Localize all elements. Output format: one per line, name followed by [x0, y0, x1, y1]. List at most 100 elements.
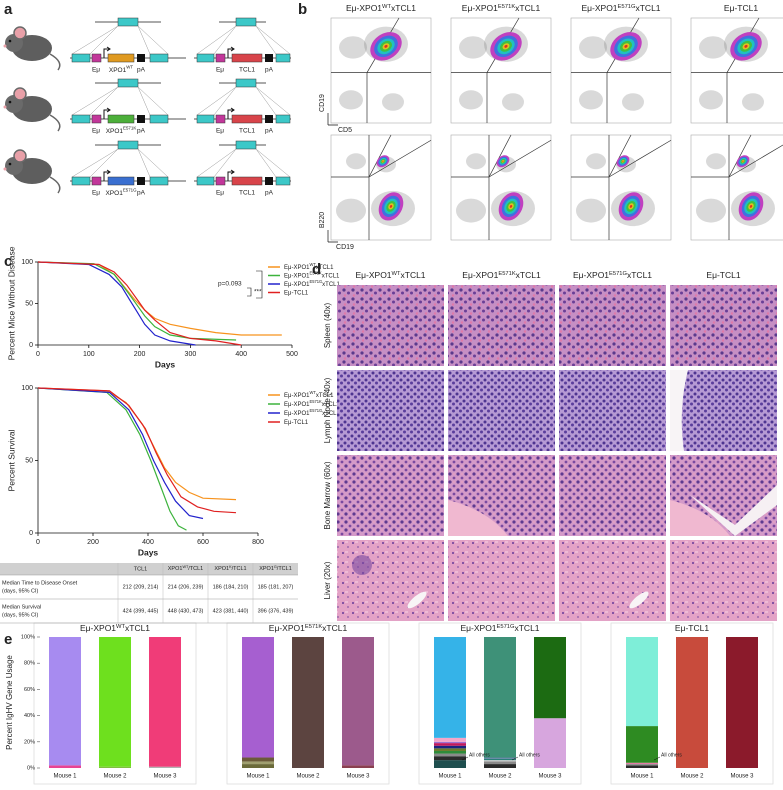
construct-label: pA	[265, 67, 274, 74]
bar-segment	[242, 764, 274, 768]
bar-segment	[149, 637, 181, 767]
label-text: xTCL1	[125, 623, 150, 633]
targeting-line	[196, 86, 237, 116]
targeting-line	[255, 148, 277, 178]
table-row-label: (days, 95% CI)	[2, 612, 39, 618]
construct-label: Eμ	[92, 190, 100, 197]
x-tick-label: Mouse 3	[346, 774, 370, 780]
label-superscript: G	[274, 565, 277, 569]
homology-box	[117, 78, 139, 88]
polya-box	[137, 115, 145, 123]
chart-frame	[418, 622, 582, 785]
x-axis-label: Days	[155, 359, 176, 369]
event-cloud	[696, 198, 726, 223]
targeting-line	[255, 25, 291, 55]
table-header: XPO1WT/TCL1	[168, 565, 203, 572]
bar-segment	[484, 637, 516, 758]
mouse-tail	[49, 176, 61, 194]
mouse-nose	[3, 44, 7, 48]
row-label: Liver (20x)	[323, 561, 332, 599]
gene-box	[231, 114, 263, 124]
targeting-line	[213, 148, 237, 178]
y-tick-label: 100	[21, 259, 33, 266]
column-title: Eμ-TCL1	[706, 270, 740, 280]
label-text: /TCL1	[232, 566, 247, 572]
density-contour	[389, 204, 393, 208]
label-text: xTCL1	[635, 3, 660, 13]
chart-title: Eμ-XPO1E571GxTCL1	[460, 623, 539, 633]
construct-label: pA	[137, 128, 146, 135]
homology-box	[196, 176, 215, 186]
x-tick-label: Mouse 3	[538, 774, 562, 780]
promoter-box	[91, 176, 102, 186]
axis-arrow	[327, 113, 338, 126]
y-tick-label: 60%	[24, 687, 35, 693]
event-cloud	[576, 198, 606, 223]
label-superscript: WT	[116, 624, 125, 630]
label-text: Eμ-XPO1	[355, 270, 391, 280]
label-text: xTCL1	[515, 3, 540, 13]
panel-label: e	[4, 631, 12, 648]
label-text: Eμ-XPO1	[284, 393, 310, 399]
label-text: Eμ-XPO1	[284, 265, 310, 271]
targeting-line	[255, 25, 277, 55]
panel-label: a	[4, 1, 13, 18]
label-superscript: WT	[392, 271, 401, 277]
bar-segment	[484, 764, 516, 768]
density-contour	[629, 204, 633, 208]
mouse-nose	[3, 105, 7, 109]
row-label: Bone Marrow (60x)	[323, 461, 332, 529]
bar-segment	[434, 741, 466, 744]
panel-label: b	[298, 1, 307, 18]
label-text: xTCL1	[322, 273, 340, 279]
x-tick-label: Mouse 1	[438, 774, 462, 780]
table-cell: 424 (399, 445)	[123, 608, 159, 614]
chart-title: Eμ-TCL1	[675, 623, 709, 633]
survival-curve	[37, 387, 237, 514]
label-text: Eμ-TCL1	[724, 3, 758, 13]
label-superscript: E571G	[618, 4, 636, 10]
label-text: Eμ-TCL1	[284, 420, 309, 426]
bar-segment	[342, 765, 374, 768]
mouse-ear	[13, 26, 27, 40]
panel-label: c	[4, 253, 12, 270]
homology-box	[235, 78, 257, 88]
mouse-tail	[49, 53, 61, 71]
label-text: Eμ-TCL1	[284, 290, 309, 296]
gate-line	[488, 139, 552, 178]
infiltrate	[352, 555, 372, 575]
table-header: XPO1G/TCL1	[259, 565, 292, 572]
homology-box	[235, 140, 257, 150]
homology-box	[71, 176, 91, 186]
flow-plot	[330, 134, 432, 241]
bar-segment	[99, 637, 131, 767]
chart-frame	[226, 622, 390, 785]
event-cloud	[699, 90, 723, 110]
bar-segment	[292, 637, 324, 768]
bar-segment	[626, 765, 658, 768]
mouse-ear	[13, 87, 27, 101]
tss-arrow	[227, 46, 235, 58]
targeting-line	[89, 25, 119, 55]
event-cloud	[382, 93, 404, 111]
label-text: /TCL1	[188, 566, 203, 572]
label-text: Eμ-XPO1	[284, 411, 310, 417]
event-cloud	[706, 153, 726, 170]
mouse-eye	[8, 100, 12, 104]
event-cloud	[459, 36, 487, 59]
homology-box	[275, 53, 291, 63]
homology-box	[117, 140, 139, 150]
column-title: Eμ-XPO1E571GxTCL1	[573, 270, 652, 280]
label-text: Eμ-XPO1	[462, 3, 498, 13]
bar-segment	[484, 757, 516, 759]
legend-label: Eμ-XPO1WTxTCL1	[284, 262, 334, 271]
label-text: XPO1	[259, 566, 274, 572]
survival-curve	[37, 387, 187, 531]
targeting-line	[196, 25, 237, 55]
targeting-line	[71, 148, 119, 178]
table-cell: 185 (181, 207)	[258, 584, 294, 590]
histology-image	[559, 455, 666, 536]
y-tick-label: 100	[21, 385, 33, 392]
construct-label: Eμ	[216, 67, 224, 74]
construct-label: Eμ	[92, 67, 100, 74]
